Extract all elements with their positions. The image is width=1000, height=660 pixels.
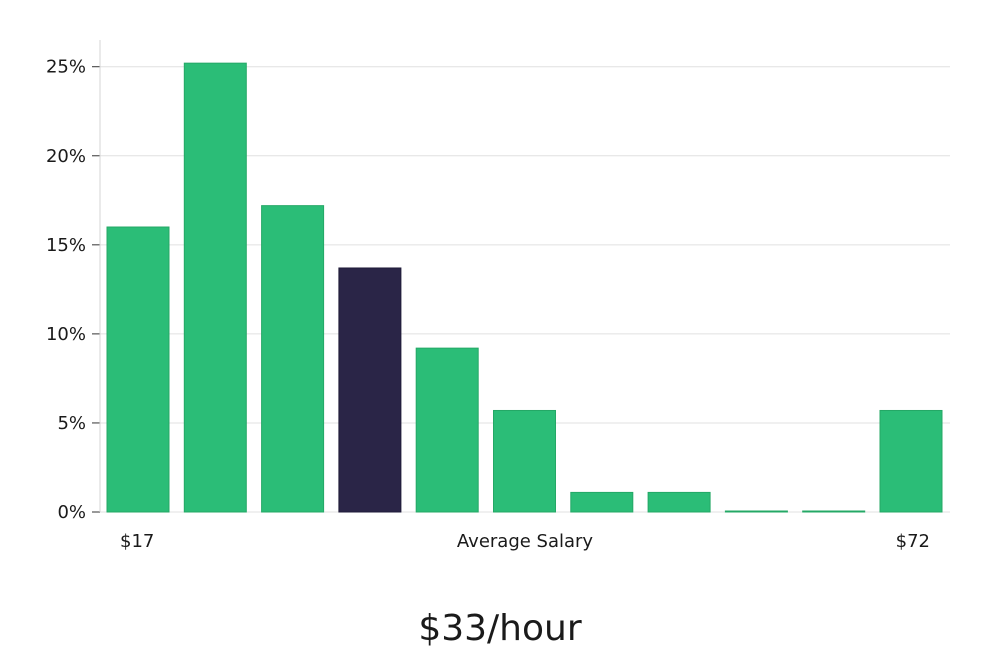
x-axis-title: Average Salary (457, 531, 594, 552)
y-tick-label: 10% (46, 324, 86, 345)
bar (261, 205, 325, 513)
average-salary-headline: $33/hour (418, 608, 582, 649)
y-tick-label: 5% (57, 413, 86, 434)
x-max-label: $72 (896, 531, 930, 552)
y-tick-label: 15% (46, 235, 86, 256)
bar (724, 510, 788, 513)
y-tick-label: 0% (57, 502, 86, 523)
y-tick-label: 20% (46, 146, 86, 167)
bar (879, 409, 943, 513)
bars (106, 62, 943, 513)
x-min-label: $17 (120, 531, 154, 552)
bar (183, 62, 247, 513)
bar (647, 491, 711, 513)
bar (106, 226, 170, 513)
y-tick-label: 25% (46, 57, 86, 78)
bar (493, 409, 556, 513)
bar (415, 347, 479, 513)
salary-histogram: 0% 5% 10% 15% 20% 25% $17 Average Salary $72 (46, 40, 950, 552)
bar (802, 510, 866, 513)
y-axis-ticks: 0% 5% 10% 15% 20% 25% (46, 57, 100, 523)
bar (570, 491, 634, 513)
bar-highlighted (338, 267, 402, 513)
